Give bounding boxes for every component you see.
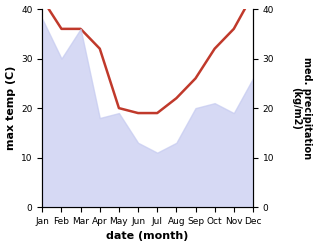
Y-axis label: max temp (C): max temp (C) — [5, 66, 16, 150]
Y-axis label: med. precipitation
(kg/m2): med. precipitation (kg/m2) — [291, 57, 313, 159]
X-axis label: date (month): date (month) — [107, 231, 189, 242]
